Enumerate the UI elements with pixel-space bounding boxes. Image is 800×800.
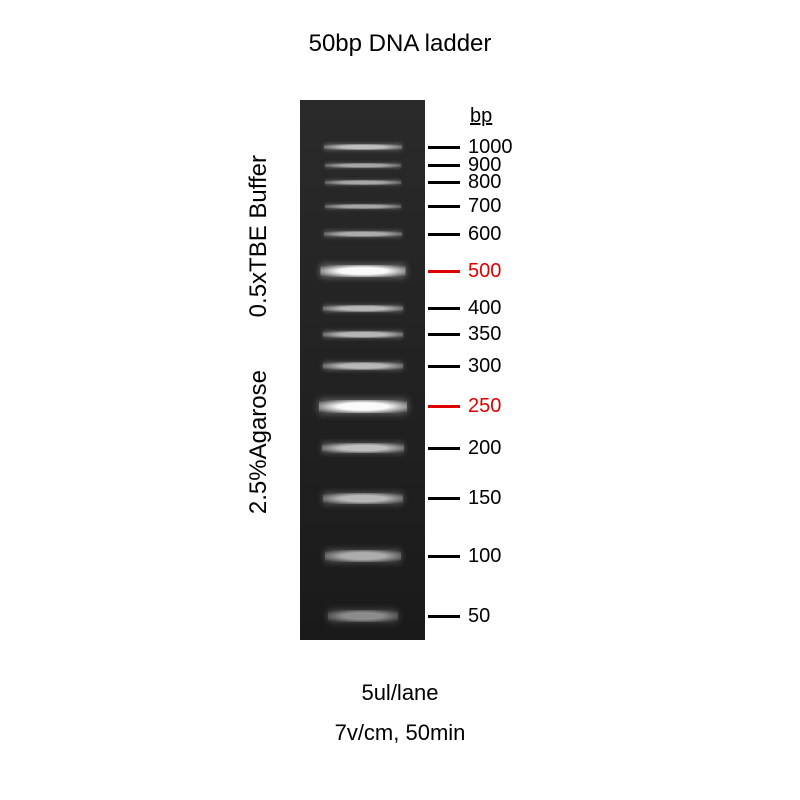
- tick-mark: [428, 447, 460, 450]
- band-size-text: 300: [468, 355, 501, 378]
- gel-band: [328, 610, 398, 622]
- tick-mark: [428, 164, 460, 167]
- tick-mark: [428, 181, 460, 184]
- tick-mark: [428, 497, 460, 500]
- tick-mark: [428, 555, 460, 558]
- band-size-text: 500: [468, 260, 501, 283]
- gel-band: [323, 493, 403, 504]
- band-size-text: 400: [468, 297, 501, 320]
- gel-band: [325, 163, 401, 168]
- band-size-text: 700: [468, 195, 501, 218]
- band-size-text: 50: [468, 605, 490, 628]
- tick-mark: [428, 146, 460, 149]
- band-size-text: 800: [468, 171, 501, 194]
- chart-title: 50bp DNA ladder: [309, 30, 492, 58]
- gel-background: [300, 100, 425, 640]
- tick-mark: [428, 405, 460, 408]
- gel-band: [323, 362, 403, 370]
- tick-mark: [428, 365, 460, 368]
- gel-band: [325, 180, 401, 185]
- loading-info: 5ul/lane: [361, 680, 438, 706]
- gel-band: [319, 400, 407, 413]
- gel-band: [322, 443, 404, 453]
- gel-band: [325, 550, 401, 562]
- band-size-text: 100: [468, 545, 501, 568]
- tick-mark: [428, 270, 460, 273]
- buffer-label: 0.5xTBE Buffer: [245, 155, 273, 317]
- band-size-text: 150: [468, 487, 501, 510]
- band-size-text: 200: [468, 437, 501, 460]
- gel-band: [324, 231, 402, 237]
- band-size-text: 350: [468, 323, 501, 346]
- gel-band: [320, 265, 405, 277]
- gel-band: [323, 305, 403, 312]
- tick-mark: [428, 205, 460, 208]
- band-size-text: 250: [468, 395, 501, 418]
- gel-band: [323, 331, 403, 338]
- tick-mark: [428, 333, 460, 336]
- gel-band: [325, 204, 401, 209]
- gel-band: [324, 144, 402, 150]
- gel-lane: [300, 100, 425, 640]
- tick-mark: [428, 233, 460, 236]
- agarose-label: 2.5%Agarose: [245, 370, 273, 514]
- run-conditions: 7v/cm, 50min: [335, 720, 466, 746]
- band-size-text: 600: [468, 223, 501, 246]
- tick-mark: [428, 615, 460, 618]
- bp-unit-header: bp: [470, 105, 492, 128]
- tick-mark: [428, 307, 460, 310]
